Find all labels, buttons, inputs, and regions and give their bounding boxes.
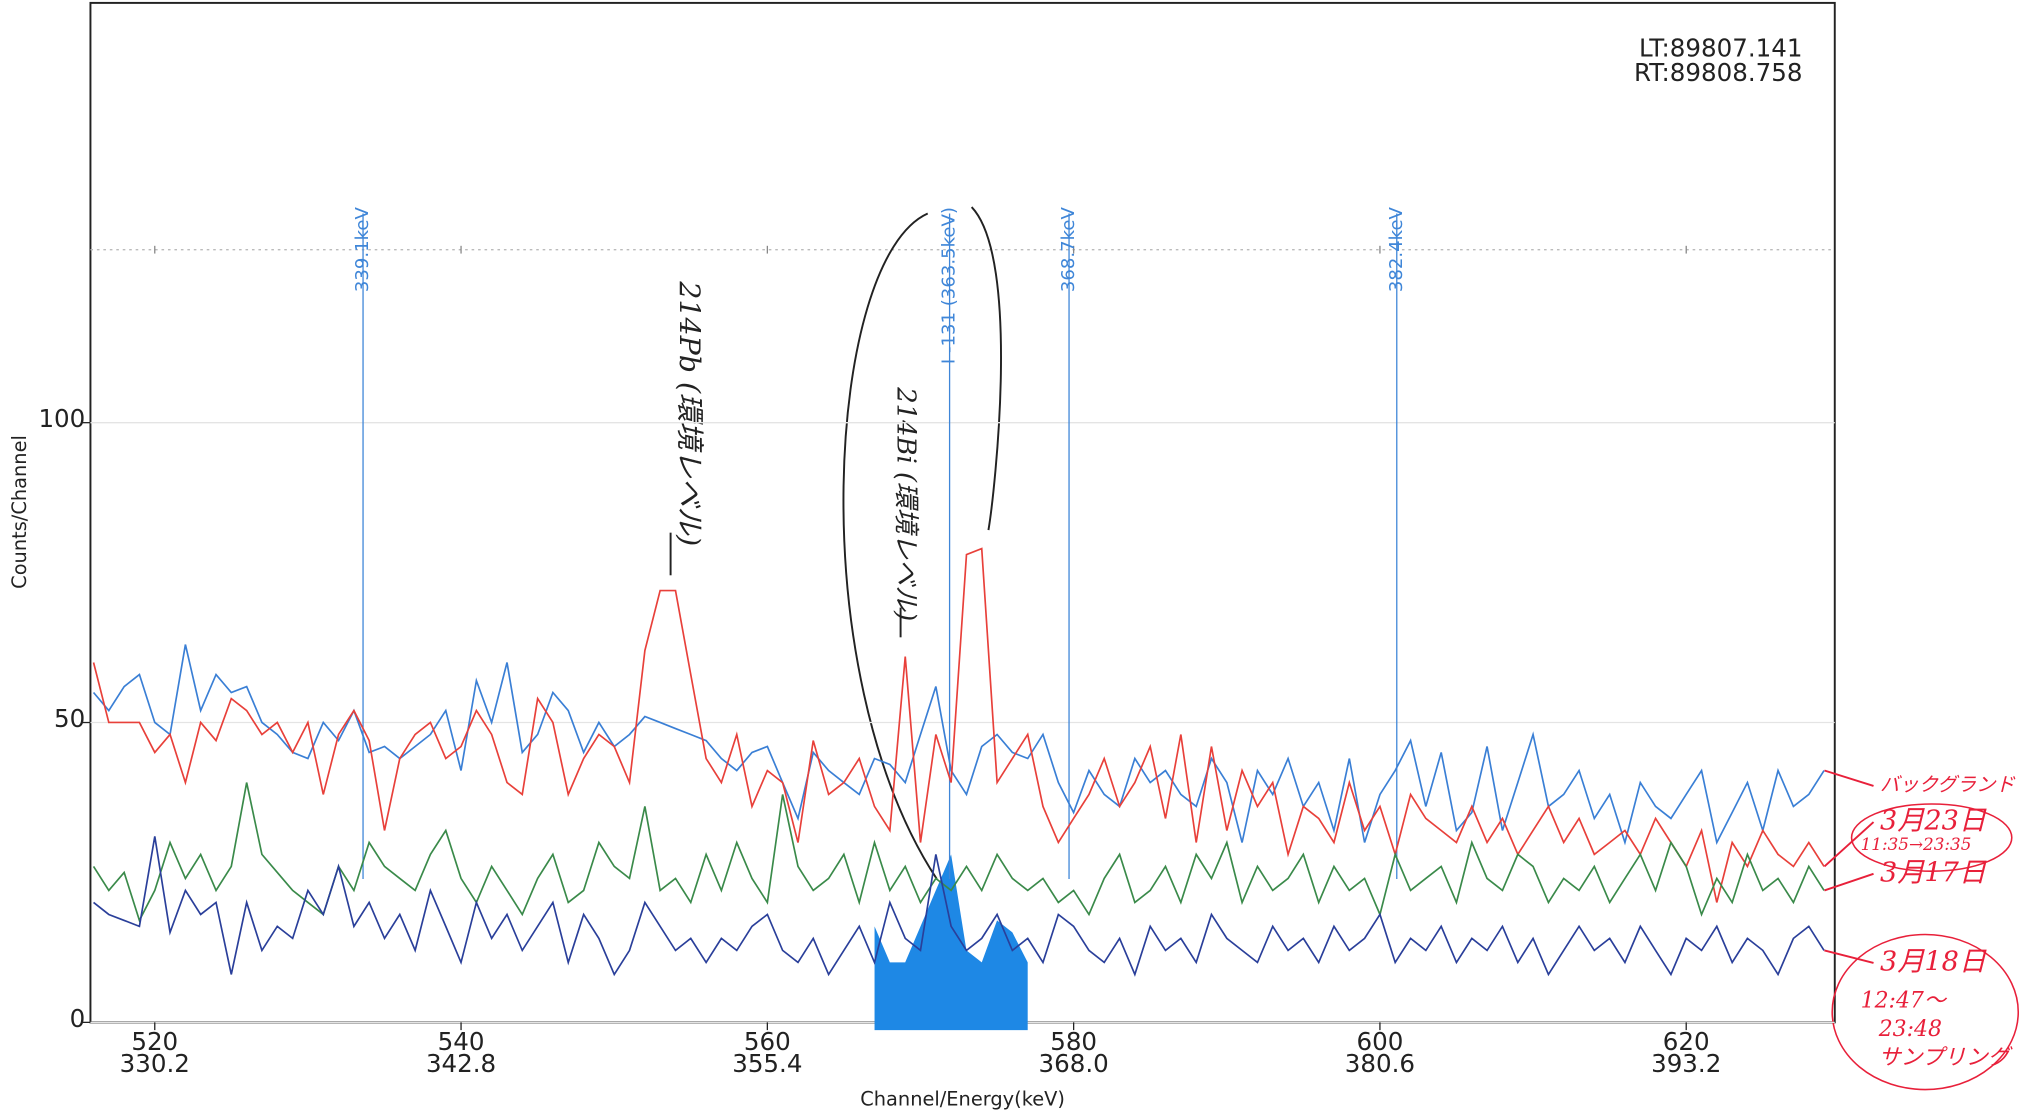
series-line: [92, 547, 1825, 903]
y-tick-label: 50: [54, 704, 85, 733]
legend-label: 3月18日: [1880, 946, 1987, 977]
series-line: [92, 644, 1825, 846]
peak-marker-label: I -131 (363.5keV): [939, 207, 960, 364]
legend-note: サンプリング: [1879, 1046, 2013, 1071]
legend-label: 3月23日: [1880, 806, 1987, 837]
roi-area: [874, 854, 1028, 1031]
legend-circle: [1831, 933, 2020, 1091]
peak-marker-label: 368.7keV: [1058, 206, 1079, 292]
x-tick-energy: 330.2: [120, 1049, 190, 1078]
x-tick-label: 540: [438, 1027, 485, 1056]
x-tick-label: 560: [744, 1027, 791, 1056]
x-tick-energy: 355.4: [732, 1049, 802, 1078]
legend-note: 11:35→23:35: [1861, 834, 1972, 854]
plot-frame: [89, 1, 1836, 1024]
legend-label: バックグランド: [1880, 773, 2015, 796]
annotation: 214Bi (環境レベル): [890, 386, 920, 621]
annotation: 214Pb (環境レベル): [673, 280, 706, 546]
legend-label: 3月17日: [1880, 857, 1987, 888]
x-tick-energy: 368.0: [1039, 1049, 1109, 1078]
x-tick-energy: 393.2: [1651, 1049, 1721, 1078]
legend-arrow: [1824, 872, 1874, 892]
real-time: RT:89808.758: [1634, 58, 1802, 87]
y-tick-label: 0: [70, 1004, 86, 1033]
x-axis-title: Channel/Energy(keV): [860, 1087, 1065, 1110]
y-axis-title: Counts/Channel: [8, 435, 31, 589]
peak-marker-label: 339.1keV: [352, 206, 373, 292]
legend-note: 12:47～: [1861, 989, 1948, 1014]
x-tick-label: 620: [1663, 1027, 1710, 1056]
x-tick-label: 580: [1050, 1027, 1097, 1056]
legend-note: 23:48: [1878, 1017, 1942, 1042]
legend-arrow: [1823, 821, 1875, 868]
series-line: [93, 836, 1825, 977]
x-tick-label: 520: [131, 1027, 178, 1056]
series-line: [92, 782, 1825, 923]
annotation-arrow: [842, 206, 1002, 880]
x-tick-label: 600: [1357, 1027, 1404, 1056]
peak-marker-label: 382.4keV: [1386, 206, 1407, 292]
x-tick-energy: 380.6: [1345, 1049, 1415, 1078]
x-tick-energy: 342.8: [426, 1049, 496, 1078]
y-tick-label: 100: [38, 404, 85, 433]
legend-arrow: [1824, 949, 1874, 964]
legend-arrow: [1824, 769, 1874, 787]
live-time: LT:89807.141: [1639, 33, 1802, 62]
legend-circle: [1850, 803, 2013, 872]
